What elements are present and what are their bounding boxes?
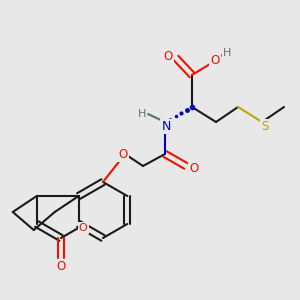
Text: S: S <box>261 119 269 133</box>
Text: H: H <box>138 109 146 119</box>
Text: O: O <box>189 161 199 175</box>
Text: O: O <box>210 55 220 68</box>
Text: O: O <box>79 223 88 233</box>
Text: H: H <box>223 48 231 58</box>
Text: O: O <box>164 50 172 64</box>
Text: O: O <box>56 260 66 272</box>
Text: N: N <box>161 119 171 133</box>
Text: O: O <box>118 148 127 161</box>
